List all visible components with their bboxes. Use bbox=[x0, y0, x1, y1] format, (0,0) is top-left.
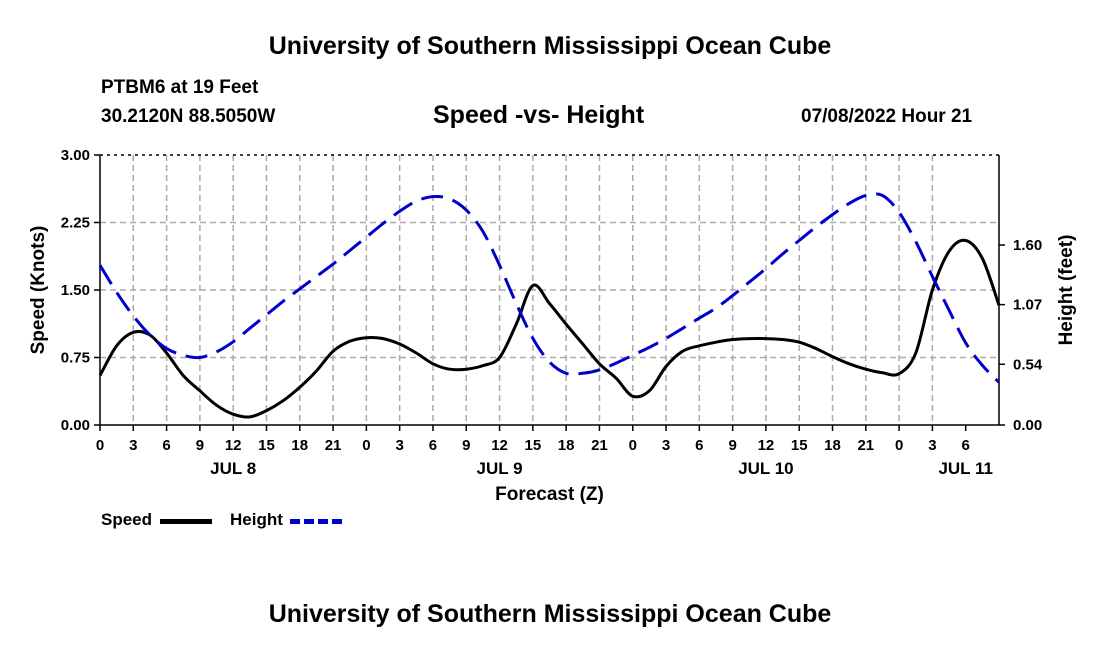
x-tick-label: 15 bbox=[258, 437, 275, 454]
x-tick-label: 21 bbox=[857, 437, 874, 454]
legend-height-swatch bbox=[290, 519, 342, 524]
height-series-line bbox=[98, 192, 1001, 384]
chart-subtitle: Speed -vs- Height bbox=[433, 101, 645, 129]
y-left-tick-label: 0.00 bbox=[61, 417, 90, 434]
x-day-label: JUL 8 bbox=[210, 459, 256, 478]
x-tick-label: 0 bbox=[895, 437, 903, 454]
x-tick-label: 6 bbox=[429, 437, 437, 454]
report-title: University of Southern Mississippi Ocean… bbox=[268, 32, 832, 60]
y-left-axis-label: Speed (Knots) bbox=[28, 226, 49, 355]
x-day-label: JUL 11 bbox=[938, 459, 993, 478]
legend-height-label: Height bbox=[230, 510, 283, 529]
y-left-tick-label: 3.00 bbox=[61, 147, 90, 164]
speed-series-line bbox=[98, 238, 1001, 419]
x-tick-label: 3 bbox=[129, 437, 137, 454]
x-axis-label: Forecast (Z) bbox=[495, 484, 604, 505]
y-left-tick-label: 2.25 bbox=[61, 215, 90, 232]
station-label: PTBM6 at 19 Feet bbox=[101, 77, 259, 98]
x-tick-label: 9 bbox=[462, 437, 470, 454]
x-tick-label: 15 bbox=[525, 437, 542, 454]
speed-height-chart: 0 3 6 9 12 15 18 21 0 3 6 9 12 15 18 21 0 3 6 9 12 15 18 21 0 3 6 0… bbox=[28, 147, 1077, 505]
coordinates-label: 30.2120N 88.5050W bbox=[101, 106, 276, 127]
x-tick-label: 21 bbox=[591, 437, 608, 454]
y-right-axis-label: Height (feet) bbox=[1056, 235, 1077, 346]
x-tick-label: 6 bbox=[162, 437, 170, 454]
x-day-label: JUL 10 bbox=[738, 459, 793, 478]
y-right-tick-label: 1.60 bbox=[1013, 237, 1042, 254]
y-right-tick-label: 1.07 bbox=[1013, 297, 1042, 314]
y-left-tick-label: 1.50 bbox=[61, 282, 90, 299]
forecast-datetime: 07/08/2022 Hour 21 bbox=[801, 106, 973, 127]
y-right-tick-label: 0.00 bbox=[1013, 417, 1042, 434]
x-tick-label: 0 bbox=[362, 437, 370, 454]
y-left-tick-label: 0.75 bbox=[61, 350, 90, 367]
x-tick-label: 3 bbox=[395, 437, 403, 454]
legend-speed-swatch bbox=[160, 519, 212, 524]
x-tick-label: 12 bbox=[491, 437, 508, 454]
x-tick-label: 6 bbox=[695, 437, 703, 454]
x-tick-label: 12 bbox=[225, 437, 242, 454]
x-tick-label: 3 bbox=[662, 437, 670, 454]
x-tick-label: 18 bbox=[558, 437, 575, 454]
footer-title: University of Southern Mississippi Ocean… bbox=[268, 600, 832, 628]
x-day-label: JUL 9 bbox=[477, 459, 523, 478]
y-right-tick-label: 0.54 bbox=[1013, 356, 1043, 373]
x-tick-label: 0 bbox=[96, 437, 104, 454]
x-tick-label: 18 bbox=[291, 437, 308, 454]
x-tick-label: 0 bbox=[629, 437, 637, 454]
x-tick-label: 18 bbox=[824, 437, 841, 454]
x-tick-label: 9 bbox=[196, 437, 204, 454]
legend-speed-label: Speed bbox=[101, 510, 153, 529]
x-tick-label: 15 bbox=[791, 437, 808, 454]
x-tick-label: 6 bbox=[962, 437, 970, 454]
x-tick-label: 12 bbox=[758, 437, 775, 454]
x-tick-label: 21 bbox=[325, 437, 342, 454]
x-tick-label: 9 bbox=[728, 437, 736, 454]
x-tick-label: 3 bbox=[928, 437, 936, 454]
